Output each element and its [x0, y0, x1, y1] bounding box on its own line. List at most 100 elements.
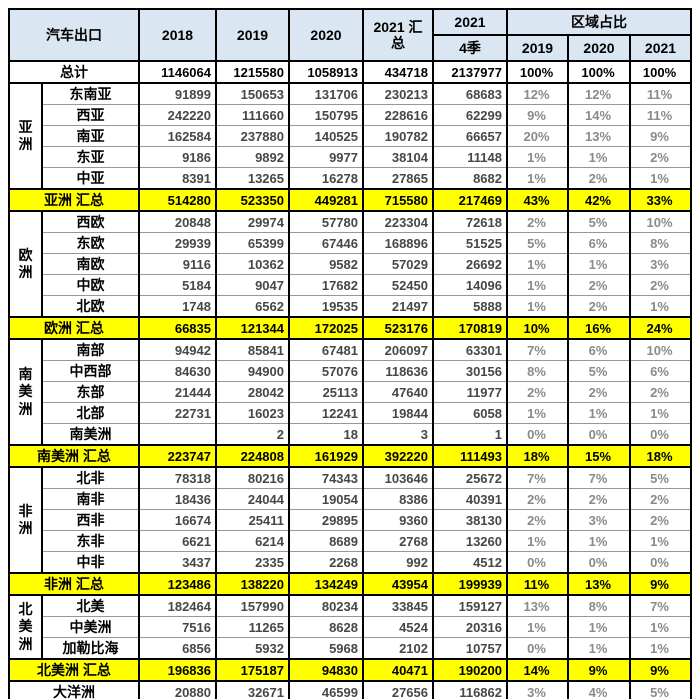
pct-cell: 2%	[567, 295, 631, 318]
value-cell: 162584	[138, 125, 217, 147]
pct-cell: 7%	[506, 338, 569, 361]
pct-cell: 2%	[506, 488, 569, 510]
pct-cell: 2%	[629, 146, 692, 168]
region-label: 南 美 洲	[8, 338, 43, 446]
pct-cell: 9%	[629, 572, 692, 596]
pct-cell: 100%	[506, 60, 569, 84]
value-cell: 9977	[288, 146, 364, 168]
pct-cell: 11%	[629, 82, 692, 105]
pct-cell: 0%	[629, 423, 692, 446]
pct-cell: 100%	[567, 60, 631, 84]
subregion-label: 北欧	[41, 295, 140, 318]
pct-cell: 0%	[506, 551, 569, 574]
pct-cell: 0%	[567, 423, 631, 446]
summary-label: 非洲 汇总	[8, 572, 140, 596]
pct-cell: 0%	[629, 551, 692, 574]
col-header-2019: 2019	[215, 8, 290, 62]
table-row: 东非 6621 6214 8689 2768 13260 1% 1% 1%	[9, 530, 692, 552]
pct-cell: 24%	[629, 316, 692, 340]
pct-cell: 1%	[506, 616, 569, 638]
summary-label: 南美洲 汇总	[8, 444, 140, 468]
pct-cell: 2%	[506, 509, 569, 531]
pct-cell: 9%	[506, 104, 569, 126]
pct-cell: 1%	[629, 530, 692, 552]
value-cell: 67481	[288, 338, 364, 361]
value-cell: 72618	[432, 210, 508, 233]
table-header: 汽车出口 2018 2019 2020 2021 汇总 2021 区域占比 4季…	[8, 8, 692, 62]
table-row: 亚 洲东南亚 91899 150653 131706 230213 68683 12% 12%…	[8, 82, 692, 190]
pct-cell: 1%	[506, 167, 569, 190]
value-cell: 62299	[432, 104, 508, 126]
value-cell: 8386	[362, 488, 434, 510]
value-cell: 8682	[432, 167, 508, 190]
subregion-label: 中欧	[41, 274, 140, 296]
value-cell: 123486	[138, 572, 217, 596]
value-cell: 30156	[432, 360, 508, 382]
value-cell: 94830	[288, 658, 364, 682]
total-label: 总计	[8, 60, 140, 84]
value-cell: 6621	[138, 530, 217, 552]
value-cell: 992	[362, 551, 434, 574]
pct-cell: 2%	[629, 381, 692, 403]
col-header-region-share: 区域占比	[506, 8, 692, 36]
value-cell: 131706	[288, 82, 364, 105]
pct-cell: 9%	[567, 658, 631, 682]
value-cell: 172025	[288, 316, 364, 340]
auto-export-table: 汽车出口 2018 2019 2020 2021 汇总 2021 区域占比 4季…	[8, 8, 692, 699]
subregion-label: 东南亚	[41, 82, 140, 105]
value-cell: 11148	[432, 146, 508, 168]
table-row: 西亚 242220 111660 150795 228616 62299 9% 14% 11%	[9, 104, 692, 126]
pct-cell: 6%	[629, 360, 692, 382]
total-row: 总计 1146064 1215580 1058913 434718 2137977 100%…	[8, 60, 692, 84]
value-cell: 6058	[432, 402, 508, 424]
value-cell: 29895	[288, 509, 364, 531]
value-cell: 6562	[215, 295, 290, 318]
value-cell: 170819	[432, 316, 508, 340]
pct-cell: 13%	[506, 594, 569, 617]
value-cell: 4512	[432, 551, 508, 574]
value-cell: 20848	[138, 210, 217, 233]
pct-cell: 42%	[567, 188, 631, 212]
pct-cell: 2%	[567, 488, 631, 510]
value-cell: 5184	[138, 274, 217, 296]
subregion-label: 东非	[41, 530, 140, 552]
value-cell: 3437	[138, 551, 217, 574]
value-cell: 223304	[362, 210, 434, 233]
value-cell: 19844	[362, 402, 434, 424]
pct-cell: 8%	[567, 594, 631, 617]
value-cell: 80234	[288, 594, 364, 617]
value-cell: 199939	[432, 572, 508, 596]
value-cell: 16278	[288, 167, 364, 190]
pct-cell: 2%	[629, 488, 692, 510]
value-cell: 138220	[215, 572, 290, 596]
value-cell: 161929	[288, 444, 364, 468]
pct-cell: 7%	[506, 466, 569, 489]
col-header-2018: 2018	[138, 8, 217, 62]
pct-cell: 1%	[506, 402, 569, 424]
pct-cell: 43%	[506, 188, 569, 212]
pct-cell: 11%	[506, 572, 569, 596]
value-cell: 66835	[138, 316, 217, 340]
table-row: 中美洲 7516 11265 8628 4524 20316 1% 1% 1%	[9, 616, 692, 638]
value-cell: 157990	[215, 594, 290, 617]
value-cell: 196836	[138, 658, 217, 682]
table-row: 南欧 9116 10362 9582 57029 26692 1% 1% 3%	[9, 253, 692, 275]
value-cell: 190782	[362, 125, 434, 147]
value-cell: 9582	[288, 253, 364, 275]
value-cell: 223747	[138, 444, 217, 468]
value-cell: 5888	[432, 295, 508, 318]
table-row: 中亚 8391 13265 16278 27865 8682 1% 2% 1%	[9, 167, 692, 190]
value-cell: 20880	[138, 680, 217, 699]
region-label: 亚 洲	[8, 82, 43, 190]
value-cell: 217469	[432, 188, 508, 212]
value-cell: 242220	[138, 104, 217, 126]
oceania-row: 大洋洲 20880 32671 46599 27656 116862 3% 4% 5%	[8, 680, 692, 699]
value-cell: 2335	[215, 551, 290, 574]
table-row: 南非 18436 24044 19054 8386 40391 2% 2% 2%	[9, 488, 692, 510]
col-header-q4: 4季	[432, 34, 508, 62]
pct-cell: 1%	[629, 616, 692, 638]
pct-cell: 13%	[567, 572, 631, 596]
pct-cell: 3%	[506, 680, 569, 699]
value-cell: 21497	[362, 295, 434, 318]
